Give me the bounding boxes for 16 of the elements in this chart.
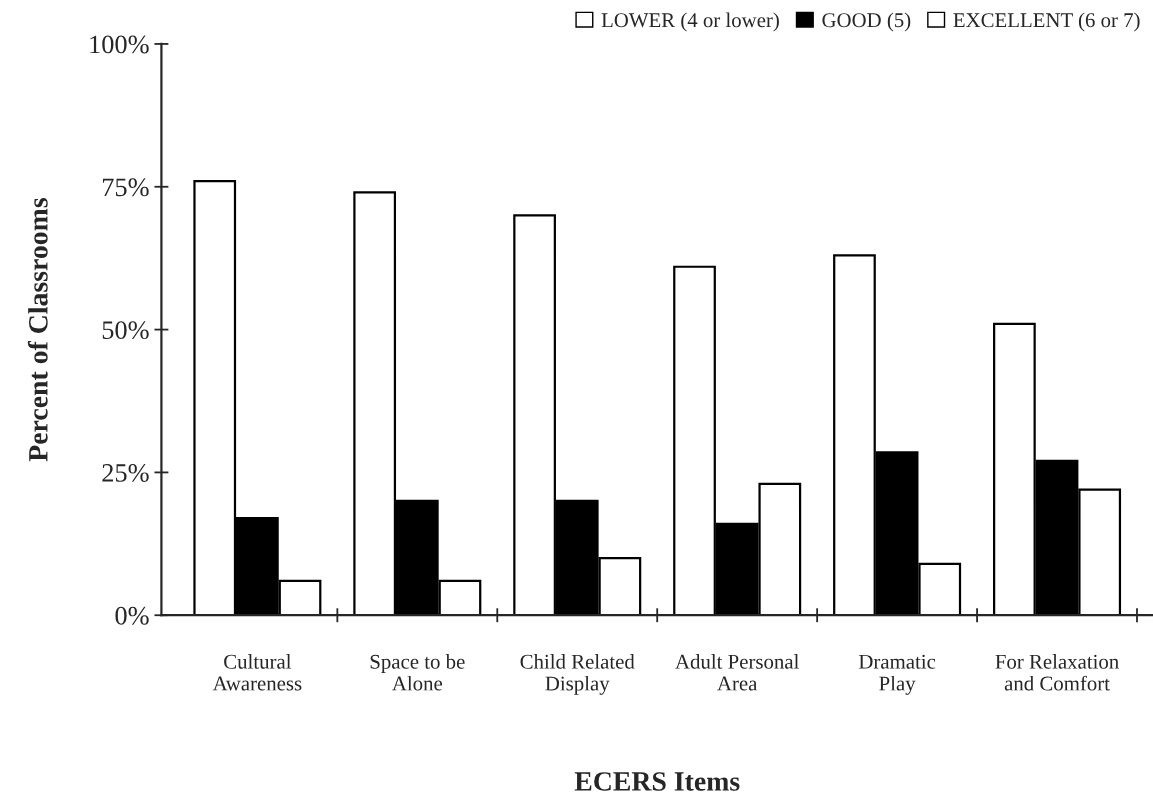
y-axis-title: Percent of Classrooms: [27, 198, 48, 462]
y-tick-label: 75%: [102, 178, 149, 197]
x-tick-label: Child Related Display: [520, 654, 635, 695]
y-tick-label: 50%: [102, 321, 149, 340]
x-tick-label: For Relaxation and Comfort: [995, 654, 1119, 691]
y-tick-label: 0%: [115, 606, 149, 625]
legend-label: EXCELLENT (6 or 7): [953, 12, 1140, 32]
x-axis-title: ECERS Items: [574, 772, 740, 791]
y-tick-label: 25%: [102, 464, 149, 482]
x-tick-label: Adult Personal Area: [675, 654, 799, 691]
x-tick-label: Cultural Awareness: [212, 654, 302, 691]
y-tick-label: 100%: [90, 35, 149, 54]
x-tick-label: Dramatic Play: [858, 654, 936, 695]
legend-label: GOOD (5): [822, 12, 911, 32]
legend-label: LOWER (4 or lower): [601, 12, 779, 32]
x-tick-label: Space to be Alone: [370, 654, 465, 691]
